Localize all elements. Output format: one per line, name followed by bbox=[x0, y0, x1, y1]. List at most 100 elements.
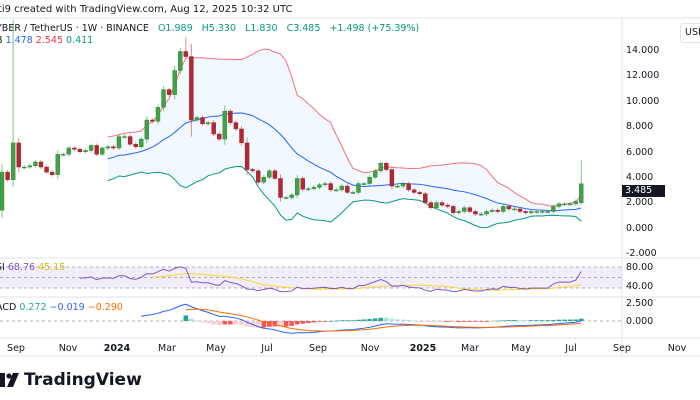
candle bbox=[289, 193, 294, 200]
candle bbox=[328, 181, 333, 192]
time-axis-label: 2025 bbox=[409, 343, 437, 354]
candle-body bbox=[334, 189, 339, 192]
candle bbox=[283, 195, 289, 200]
candle bbox=[83, 148, 88, 154]
candle-body bbox=[166, 89, 172, 95]
macd-histogram-bar bbox=[573, 319, 579, 321]
symbol-name[interactable]: YBER / TetherUS · 1W · BINANCE bbox=[0, 23, 149, 34]
candle-body bbox=[233, 122, 239, 130]
candle-body bbox=[283, 197, 289, 199]
macd-histogram-bar bbox=[339, 320, 345, 322]
tradingview-logo[interactable]: TradingView bbox=[0, 370, 142, 390]
time-axis-label: May bbox=[206, 343, 226, 354]
candle bbox=[244, 137, 250, 175]
macd-legend: ACD 0.272 −0.019 −0.290 bbox=[0, 302, 123, 314]
candle bbox=[94, 143, 99, 157]
macd-histogram-bar bbox=[306, 321, 311, 324]
candle bbox=[345, 184, 350, 195]
candle-body bbox=[439, 202, 445, 206]
candle-body bbox=[217, 133, 222, 140]
macd-histogram-bar bbox=[523, 320, 528, 322]
candle-body bbox=[501, 206, 506, 212]
candle-body bbox=[178, 51, 183, 71]
macd-histogram-bar bbox=[194, 320, 200, 322]
candle-body bbox=[77, 149, 83, 152]
candle-body bbox=[328, 183, 333, 191]
candle bbox=[378, 161, 383, 173]
candle-body bbox=[200, 117, 205, 125]
candle bbox=[295, 175, 300, 199]
candle-body bbox=[133, 143, 138, 147]
candle bbox=[144, 116, 150, 143]
candle-body bbox=[189, 56, 194, 121]
candle bbox=[272, 168, 278, 181]
candle bbox=[0, 164, 5, 218]
macd-histogram-bar bbox=[239, 321, 244, 326]
bb-basis-line bbox=[107, 112, 582, 212]
candle bbox=[545, 209, 551, 214]
macd-histogram-bar bbox=[456, 321, 462, 323]
candle-body bbox=[306, 188, 311, 190]
macd-histogram-bar bbox=[489, 320, 495, 322]
rsi-ma-line bbox=[152, 272, 582, 291]
candle-body bbox=[317, 184, 322, 188]
candle bbox=[5, 170, 10, 182]
candle-body bbox=[378, 163, 383, 172]
candle-body bbox=[417, 192, 422, 194]
macd-histogram-bar bbox=[317, 321, 322, 322]
candle bbox=[139, 137, 144, 149]
macd-signal-line bbox=[185, 308, 582, 332]
candle bbox=[116, 134, 122, 151]
candle-body bbox=[384, 163, 389, 170]
candle bbox=[16, 138, 21, 172]
candle-body bbox=[144, 119, 150, 140]
candle bbox=[462, 205, 467, 214]
candle bbox=[389, 166, 395, 190]
candle bbox=[322, 181, 328, 187]
candle-body bbox=[411, 189, 417, 193]
time-axis-label: May bbox=[511, 343, 531, 354]
macd-histogram-bar bbox=[255, 321, 261, 328]
ohlc-change: +1.498 (+75.39%) bbox=[329, 23, 420, 34]
candle bbox=[484, 209, 489, 216]
candle-body bbox=[406, 183, 411, 191]
ohlc-close: C3.485 bbox=[286, 23, 321, 34]
candle bbox=[278, 174, 283, 202]
bb-lower-value: 0.411 bbox=[66, 35, 94, 46]
candle bbox=[562, 201, 567, 206]
candle-body bbox=[94, 145, 99, 155]
candle-body bbox=[339, 185, 344, 191]
ohlc-low: L1.830 bbox=[245, 23, 278, 34]
time-axis-label: Nov bbox=[360, 343, 380, 354]
candle bbox=[523, 209, 528, 215]
candle bbox=[306, 186, 311, 192]
price-axis-label: 10.000 bbox=[626, 95, 660, 107]
macd-signal-value: −0.290 bbox=[87, 302, 123, 313]
candle bbox=[411, 187, 417, 195]
candle-body bbox=[300, 178, 305, 190]
candle bbox=[445, 203, 450, 209]
candle-body bbox=[517, 208, 523, 212]
candle-body bbox=[434, 202, 439, 208]
candle bbox=[38, 160, 44, 169]
currency-button[interactable]: USD bbox=[680, 23, 700, 43]
candle bbox=[556, 201, 562, 209]
macd-histogram-bar bbox=[434, 321, 439, 322]
chart-header: tti9 created with TradingView.com, Aug 1… bbox=[0, 4, 293, 15]
macd-histogram-bar bbox=[322, 321, 328, 322]
candle bbox=[467, 205, 473, 214]
candle-body bbox=[372, 170, 378, 178]
macd-histogram-bar bbox=[311, 321, 317, 323]
macd-histogram-bar bbox=[445, 321, 450, 322]
price-axis-label: 0.000 bbox=[626, 222, 654, 234]
candle-body bbox=[122, 136, 127, 138]
candle bbox=[239, 126, 244, 146]
candle-body bbox=[127, 136, 133, 145]
candle bbox=[161, 86, 166, 111]
bb-legend: B 1.478 2.545 0.411 bbox=[0, 35, 93, 47]
macd-histogram-bar bbox=[300, 321, 306, 324]
candle-body bbox=[116, 136, 122, 149]
candle-body bbox=[72, 147, 77, 150]
candle bbox=[27, 163, 33, 169]
